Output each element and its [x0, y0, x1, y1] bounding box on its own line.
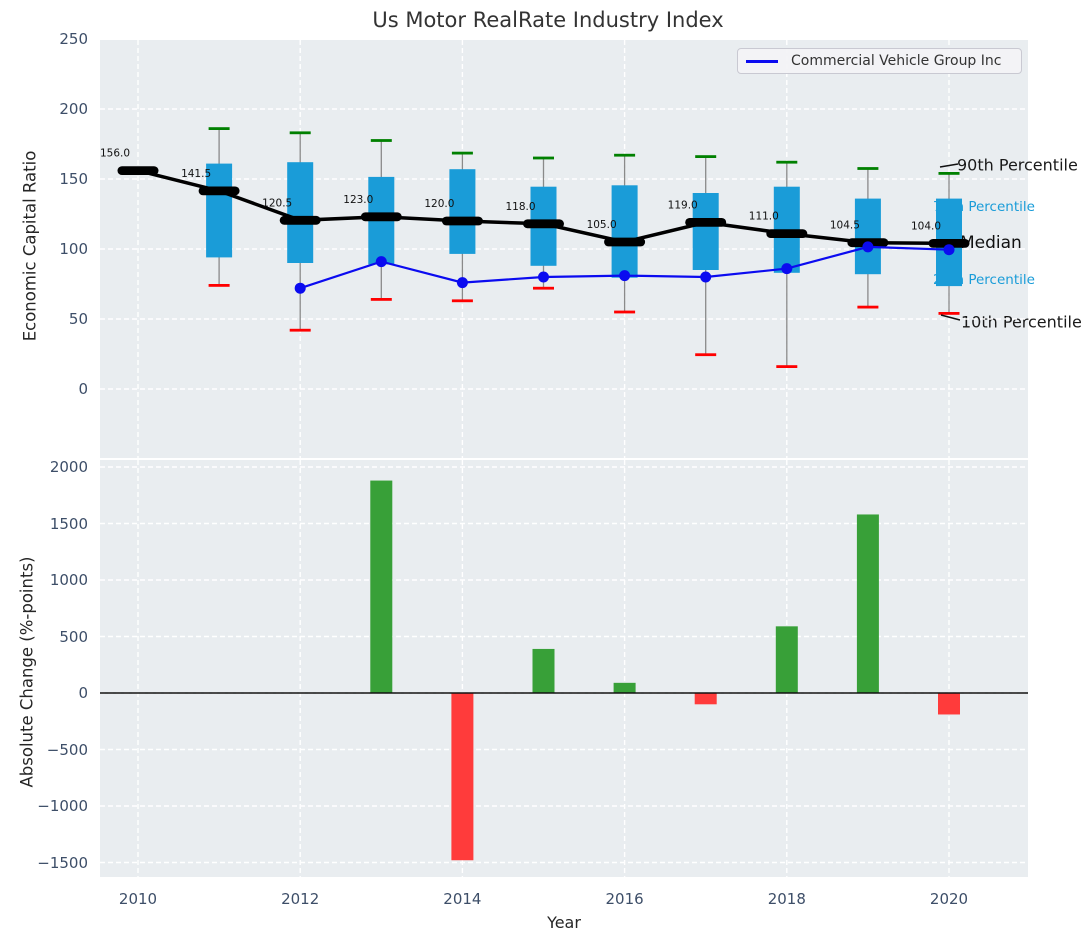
- median-dash: [441, 216, 483, 226]
- bar-positive: [775, 626, 798, 693]
- median-value-label: 120.5: [262, 197, 292, 209]
- whisker-cap-bottom: [614, 310, 636, 314]
- median-dash: [117, 166, 159, 175]
- whisker-cap-bottom: [208, 284, 230, 287]
- bottom-y-tick-label: −1500: [37, 853, 88, 872]
- box: [449, 169, 476, 254]
- top-y-tick-label: 150: [59, 170, 88, 188]
- top-y-tick-label: 100: [59, 240, 88, 258]
- whisker-cap-top: [695, 155, 717, 158]
- annotation-connector-10th: [940, 314, 961, 321]
- chart-title: Us Motor RealRate Industry Index: [372, 8, 724, 32]
- annotation-median: Median: [960, 233, 1022, 253]
- whisker-cap-top: [776, 160, 798, 164]
- median-dash: [198, 186, 240, 196]
- bottom-y-tick-label: 1000: [49, 571, 88, 589]
- box: [287, 162, 314, 263]
- x-tick-label: 2018: [767, 890, 806, 908]
- whisker-cap-bottom: [938, 312, 960, 315]
- annotation-connector-90th: [939, 163, 959, 168]
- whisker-cap-top: [857, 167, 879, 170]
- median-value-label: 119.0: [668, 199, 698, 211]
- x-tick-label: 2012: [281, 890, 320, 908]
- median-value-label: 156.0: [100, 148, 130, 160]
- median-value-label: 104.0: [911, 220, 941, 232]
- whisker-cap-bottom: [289, 328, 311, 332]
- box: [611, 185, 638, 278]
- median-dash: [928, 239, 970, 248]
- whisker-cap-top: [938, 172, 960, 175]
- company-dot: [456, 277, 468, 289]
- whisker-cap-top: [451, 151, 473, 155]
- whisker-cap-bottom: [370, 298, 392, 301]
- median-dash: [766, 229, 808, 238]
- bar-positive: [532, 648, 555, 693]
- median-dash: [604, 237, 646, 247]
- bottom-y-tick-label: −500: [46, 740, 88, 759]
- top-y-tick-label: 0: [78, 380, 88, 398]
- company-dot: [862, 241, 874, 253]
- bottom-y-tick-label: −1000: [37, 797, 88, 815]
- whisker-cap-top: [370, 139, 392, 142]
- x-tick-label: 2010: [118, 890, 158, 908]
- top-y-tick-label: 250: [59, 30, 88, 48]
- company-dot: [619, 270, 631, 282]
- legend-line-sample: [746, 59, 778, 63]
- whisker-cap-bottom: [533, 286, 554, 290]
- bar-negative: [451, 693, 474, 861]
- whisker-cap-top: [614, 153, 636, 157]
- x-axis-label: Year: [547, 913, 581, 932]
- bar-positive: [370, 480, 393, 693]
- bottom-y-tick-label: 1500: [49, 514, 88, 533]
- whisker-cap-bottom: [451, 299, 473, 303]
- bottom-y-tick-label: 500: [59, 627, 88, 646]
- box: [692, 193, 719, 270]
- company-dot: [294, 282, 306, 294]
- x-tick-label: 2020: [929, 890, 969, 908]
- annotation-90th-percentile: 90th Percentile: [957, 155, 1078, 175]
- whisker-cap-bottom: [776, 365, 798, 368]
- whisker-cap-top: [208, 127, 230, 130]
- whisker-cap-top: [289, 131, 311, 135]
- median-value-label: 111.0: [749, 211, 779, 223]
- median-value-label: 123.0: [343, 194, 373, 206]
- bar-positive: [856, 514, 879, 693]
- box: [854, 198, 881, 275]
- median-value-label: 120.0: [424, 198, 454, 210]
- annotation-10th-percentile: 10th Percentile: [961, 312, 1082, 332]
- top-chart-svg: 156.0 141.5 120.5 123.0 120.0 118.0 105.0 119.0…: [100, 38, 1028, 458]
- top-y-tick-label: 200: [59, 100, 88, 118]
- median-value-label: 141.5: [181, 168, 211, 180]
- median-dash: [279, 215, 321, 225]
- box: [206, 163, 233, 258]
- bottom-chart-svg: [100, 460, 1028, 877]
- company-dot: [943, 244, 955, 256]
- median-dash: [523, 219, 564, 229]
- company-dot: [700, 271, 712, 283]
- median-dash: [360, 212, 402, 222]
- whisker-cap-bottom: [695, 353, 717, 357]
- bar-negative: [694, 693, 717, 705]
- median-dash: [685, 218, 727, 227]
- median-value-label: 104.5: [830, 220, 860, 232]
- median-value-label: 118.0: [505, 201, 535, 213]
- whisker-cap-top: [533, 156, 554, 160]
- x-tick-label: 2014: [443, 890, 482, 908]
- bar-positive: [613, 682, 636, 693]
- bottom-y-tick-label: 0: [78, 684, 88, 702]
- bottom-y-tick-label: 2000: [49, 458, 88, 476]
- x-tick-label: 2016: [605, 890, 644, 908]
- company-dot: [538, 271, 549, 283]
- whisker-cap-bottom: [857, 305, 879, 309]
- median-value-label: 105.0: [587, 219, 617, 231]
- company-dot: [375, 256, 387, 268]
- legend: Commercial Vehicle Group Inc: [737, 48, 1022, 74]
- company-dot: [781, 263, 793, 275]
- legend-label: Commercial Vehicle Group Inc: [791, 53, 1002, 69]
- bar-negative: [938, 693, 960, 715]
- top-y-tick-label: 50: [68, 310, 88, 328]
